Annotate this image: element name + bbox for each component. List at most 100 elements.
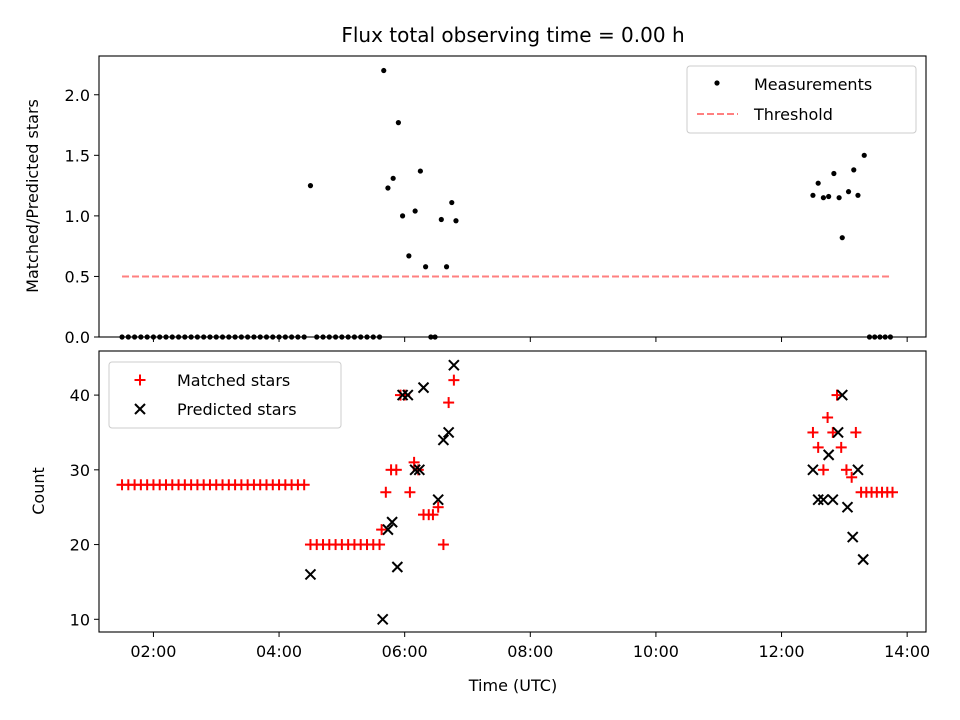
top-y-tick-label: 2.0 — [65, 86, 90, 105]
measurement-point — [381, 67, 387, 74]
measurement-point — [851, 167, 857, 173]
matched-star-point — [822, 412, 834, 424]
top-legend-box — [686, 65, 917, 134]
matched-star-point — [817, 464, 829, 476]
predicted-star-point — [396, 389, 409, 401]
predicted-star-point — [402, 389, 414, 401]
measurement-point — [845, 189, 852, 195]
measurement-point — [861, 152, 867, 158]
measurement-point — [399, 213, 406, 219]
matched-star-point — [887, 486, 899, 498]
bottom-marks — [116, 359, 899, 626]
bottom-y-tick-label: 10 — [70, 610, 90, 629]
legend-measurements-marker — [714, 80, 720, 86]
measurement-point — [810, 192, 816, 198]
bottom-y-tick-label: 40 — [70, 386, 90, 405]
predicted-star-point — [857, 553, 869, 566]
predicted-star-point — [391, 561, 404, 573]
predicted-star-point — [836, 389, 848, 401]
measurement-point — [385, 185, 391, 191]
chart-title: Flux total observing time = 0.00 h — [341, 23, 684, 47]
measurement-point — [820, 195, 827, 201]
bottom-y-tick-label: 30 — [70, 461, 90, 480]
x-tick-label: 08:00 — [507, 642, 553, 661]
measurement-point — [417, 168, 423, 174]
measurement-point — [423, 264, 429, 270]
measurement-point — [855, 192, 861, 198]
x-tick-label: 02:00 — [130, 642, 176, 661]
measurement-point — [412, 208, 418, 214]
top-y-tick-label: 1.0 — [65, 207, 90, 226]
bottom-axes-frame — [98, 350, 927, 633]
top-x-ticks — [152, 337, 908, 342]
predicted-star-point — [852, 464, 864, 476]
bottom-legend: Matched stars Predicted stars — [108, 361, 342, 429]
matched-star-point — [390, 464, 402, 476]
measurement-point — [453, 218, 459, 224]
x-tick-label: 14:00 — [884, 642, 930, 661]
matched-star-point — [298, 479, 310, 491]
measurement-point — [307, 182, 314, 189]
legend-matched-label: Matched stars — [177, 371, 290, 390]
predicted-star-point — [807, 464, 819, 476]
bottom-x-ticks: 02:00 04:00 06:00 08:00 10:00 12:00 14:00 — [130, 632, 930, 661]
matched-star-point — [827, 426, 839, 438]
predicted-star-point — [847, 531, 859, 543]
measurement-point — [406, 253, 412, 259]
legend-threshold-label: Threshold — [753, 105, 833, 124]
matched-star-point — [404, 486, 416, 498]
bottom-panel: 10 20 30 40 02:00 04:00 06:00 08:00 10:00 12:00 1… — [29, 350, 930, 695]
predicted-star-point — [432, 494, 444, 506]
measurement-point — [395, 120, 401, 126]
legend-measurements-label: Measurements — [754, 75, 872, 94]
predicted-star-point — [832, 426, 844, 439]
bottom-y-ticks: 10 20 30 40 — [70, 386, 99, 629]
predicted-star-point — [817, 494, 830, 506]
predicted-star-point — [448, 359, 460, 371]
bottom-y-axis-label: Count — [29, 467, 48, 515]
matched-star-point — [443, 397, 455, 409]
top-axes-frame — [98, 55, 927, 338]
predicted-star-point — [413, 464, 426, 476]
top-legend: Measurements Threshold — [686, 65, 917, 134]
matched-star-point — [437, 539, 449, 551]
predicted-star-point — [382, 523, 394, 536]
matched-star-point — [448, 374, 460, 386]
measurement-point — [390, 175, 396, 181]
legend-predicted-label: Predicted stars — [177, 400, 297, 419]
top-y-ticks: 0.0 0.5 1.0 1.5 2.0 — [65, 86, 99, 347]
top-y-tick-label: 1.5 — [65, 146, 90, 165]
predicted-star-point — [812, 494, 824, 506]
top-panel: 0.00.51.01.52.0 Matched/Predicted stars … — [23, 55, 927, 347]
predicted-star-point — [827, 494, 839, 506]
matched-star-point — [807, 426, 819, 438]
predicted-star-point — [442, 426, 455, 439]
predicted-star-point — [822, 449, 835, 461]
measurement-point — [826, 193, 832, 200]
predicted-star-point — [409, 464, 421, 476]
measurement-point — [449, 199, 455, 206]
matched-star-point — [840, 464, 852, 476]
predicted-star-point — [437, 434, 450, 446]
bottom-legend-box — [108, 361, 342, 429]
top-y-tick-label: 0.5 — [65, 267, 90, 286]
legend-predicted-marker — [134, 403, 146, 415]
matched-star-point — [850, 426, 862, 438]
x-tick-label: 04:00 — [256, 642, 302, 661]
measurement-point — [443, 264, 450, 270]
matched-star-point — [846, 471, 858, 483]
matched-star-point — [835, 441, 847, 453]
measurement-point — [831, 170, 837, 177]
top-y-axis-label: Matched/Predicted stars — [23, 99, 42, 293]
predicted-star-point — [376, 613, 389, 626]
matched-star-point — [427, 509, 439, 521]
matched-star-point — [376, 524, 388, 536]
matched-star-point — [374, 539, 386, 551]
matched-star-point — [432, 501, 444, 513]
matched-star-point — [380, 486, 392, 498]
predicted-star-point — [417, 381, 430, 394]
bottom-y-tick-label: 20 — [70, 536, 90, 555]
x-tick-label: 06:00 — [382, 642, 428, 661]
measurement-point — [438, 216, 444, 223]
measurement-point — [836, 195, 842, 201]
